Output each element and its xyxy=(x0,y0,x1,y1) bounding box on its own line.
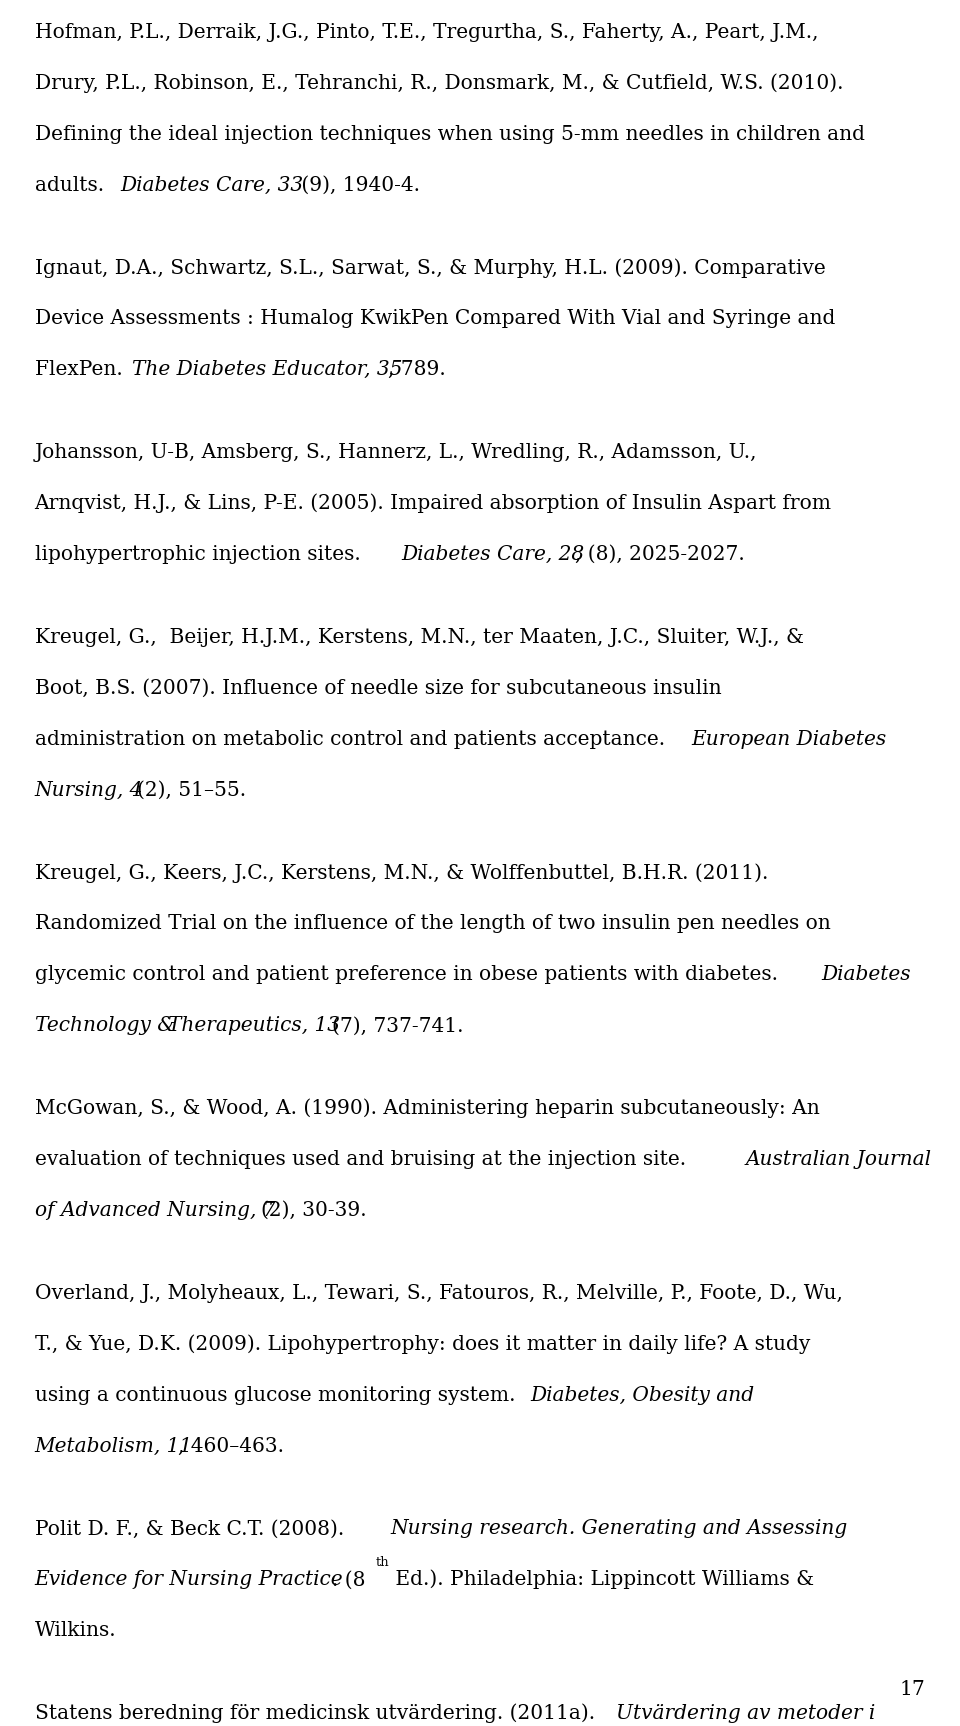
Text: Johansson, U-B, Amsberg, S., Hannerz, L., Wredling, R., Adamsson, U.,: Johansson, U-B, Amsberg, S., Hannerz, L.… xyxy=(35,444,757,463)
Text: Arnqvist, H.J., & Lins, P-E. (2005). Impaired absorption of Insulin Aspart from: Arnqvist, H.J., & Lins, P-E. (2005). Imp… xyxy=(35,494,831,513)
Text: Technology &: Technology & xyxy=(35,1017,181,1036)
Text: (7), 737-741.: (7), 737-741. xyxy=(332,1017,464,1036)
Text: T., & Yue, D.K. (2009). Lipohypertrophy: does it matter in daily life? A study: T., & Yue, D.K. (2009). Lipohypertrophy:… xyxy=(35,1334,810,1353)
Text: Nursing, 4: Nursing, 4 xyxy=(35,780,143,799)
Text: Randomized Trial on the influence of the length of two insulin pen needles on: Randomized Trial on the influence of the… xyxy=(35,915,830,934)
Text: Australian Journal: Australian Journal xyxy=(746,1150,931,1169)
Text: (2), 30-39.: (2), 30-39. xyxy=(260,1201,366,1220)
Text: 17: 17 xyxy=(900,1679,925,1698)
Text: FlexPen.: FlexPen. xyxy=(35,361,129,380)
Text: Therapeutics, 13: Therapeutics, 13 xyxy=(168,1017,340,1036)
Text: th: th xyxy=(375,1555,389,1569)
Text: Wilkins.: Wilkins. xyxy=(35,1621,116,1640)
Text: (2), 51–55.: (2), 51–55. xyxy=(137,780,247,799)
Text: Drury, P.L., Robinson, E., Tehranchi, R., Donsmark, M., & Cutfield, W.S. (2010).: Drury, P.L., Robinson, E., Tehranchi, R.… xyxy=(35,72,843,93)
Text: Boot, B.S. (2007). Influence of needle size for subcutaneous insulin: Boot, B.S. (2007). Influence of needle s… xyxy=(35,678,721,697)
Text: Device Assessments : Humalog KwikPen Compared With Vial and Syringe and: Device Assessments : Humalog KwikPen Com… xyxy=(35,309,835,328)
Text: Evidence for Nursing Practice: Evidence for Nursing Practice xyxy=(35,1571,343,1590)
Text: European Diabetes: European Diabetes xyxy=(692,730,887,749)
Text: Ed.). Philadelphia: Lippincott Williams &: Ed.). Philadelphia: Lippincott Williams … xyxy=(389,1569,814,1590)
Text: Ignaut, D.A., Schwartz, S.L., Sarwat, S., & Murphy, H.L. (2009). Comparative: Ignaut, D.A., Schwartz, S.L., Sarwat, S.… xyxy=(35,257,826,278)
Text: evaluation of techniques used and bruising at the injection site.: evaluation of techniques used and bruisi… xyxy=(35,1150,692,1169)
Text: administration on metabolic control and patients acceptance.: administration on metabolic control and … xyxy=(35,730,671,749)
Text: lipohypertrophic injection sites.: lipohypertrophic injection sites. xyxy=(35,545,367,564)
Text: The Diabetes Educator, 35: The Diabetes Educator, 35 xyxy=(132,361,402,380)
Text: using a continuous glucose monitoring system.: using a continuous glucose monitoring sy… xyxy=(35,1386,521,1405)
Text: Kreugel, G.,  Beijer, H.J.M., Kerstens, M.N., ter Maaten, J.C., Sluiter, W.J., &: Kreugel, G., Beijer, H.J.M., Kerstens, M… xyxy=(35,628,804,647)
Text: Diabetes Care, 33: Diabetes Care, 33 xyxy=(121,176,304,195)
Text: Metabolism, 11: Metabolism, 11 xyxy=(35,1436,193,1455)
Text: Defining the ideal injection techniques when using 5-mm needles in children and: Defining the ideal injection techniques … xyxy=(35,124,865,143)
Text: (9), 1940-4.: (9), 1940-4. xyxy=(296,176,420,195)
Text: glycemic control and patient preference in obese patients with diabetes.: glycemic control and patient preference … xyxy=(35,965,784,984)
Text: , 789.: , 789. xyxy=(388,361,446,380)
Text: Diabetes: Diabetes xyxy=(821,965,911,984)
Text: Diabetes, Obesity and: Diabetes, Obesity and xyxy=(530,1386,755,1405)
Text: Diabetes Care, 28: Diabetes Care, 28 xyxy=(401,545,584,564)
Text: , (8), 2025-2027.: , (8), 2025-2027. xyxy=(575,545,745,564)
Text: of Advanced Nursing, 7: of Advanced Nursing, 7 xyxy=(35,1201,276,1220)
Text: , 460–463.: , 460–463. xyxy=(179,1436,284,1455)
Text: Statens beredning för medicinsk utvärdering. (2011a).: Statens beredning för medicinsk utvärder… xyxy=(35,1704,601,1723)
Text: Utvärdering av metoder i: Utvärdering av metoder i xyxy=(616,1704,876,1723)
Text: Polit D. F., & Beck C.T. (2008).: Polit D. F., & Beck C.T. (2008). xyxy=(35,1519,350,1538)
Text: Overland, J., Molyheaux, L., Tewari, S., Fatouros, R., Melville, P., Foote, D., : Overland, J., Molyheaux, L., Tewari, S.,… xyxy=(35,1284,843,1303)
Text: . (8: . (8 xyxy=(332,1571,366,1590)
Text: Nursing research. Generating and Assessing: Nursing research. Generating and Assessi… xyxy=(390,1519,848,1538)
Text: adults.: adults. xyxy=(35,176,110,195)
Text: Hofman, P.L., Derraik, J.G., Pinto, T.E., Tregurtha, S., Faherty, A., Peart, J.M: Hofman, P.L., Derraik, J.G., Pinto, T.E.… xyxy=(35,22,818,41)
Text: Kreugel, G., Keers, J.C., Kerstens, M.N., & Wolffenbuttel, B.H.R. (2011).: Kreugel, G., Keers, J.C., Kerstens, M.N.… xyxy=(35,863,768,882)
Text: McGowan, S., & Wood, A. (1990). Administering heparin subcutaneously: An: McGowan, S., & Wood, A. (1990). Administ… xyxy=(35,1098,819,1118)
